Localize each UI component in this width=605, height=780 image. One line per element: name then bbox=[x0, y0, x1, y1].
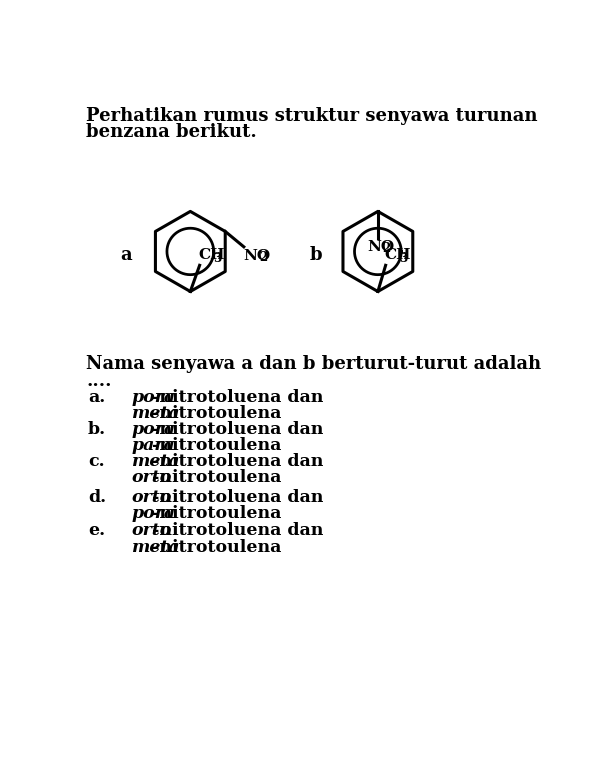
Text: -nitrotoluena dan: -nitrotoluena dan bbox=[152, 453, 323, 470]
Text: a.: a. bbox=[88, 388, 105, 406]
Text: b: b bbox=[309, 246, 322, 264]
Text: e.: e. bbox=[88, 523, 105, 540]
Text: d.: d. bbox=[88, 488, 106, 505]
Text: ....: .... bbox=[87, 372, 112, 390]
Text: NO: NO bbox=[243, 249, 270, 263]
Text: orto: orto bbox=[131, 488, 172, 505]
Text: orto: orto bbox=[131, 470, 172, 487]
Text: Perhatikan rumus struktur senyawa turunan: Perhatikan rumus struktur senyawa turuna… bbox=[87, 108, 538, 126]
Text: meta: meta bbox=[131, 453, 180, 470]
Text: Nama senyawa a dan b berturut-turut adalah: Nama senyawa a dan b berturut-turut adal… bbox=[87, 356, 541, 374]
Text: b.: b. bbox=[88, 421, 106, 438]
Text: 3: 3 bbox=[399, 251, 408, 264]
Text: CH: CH bbox=[199, 248, 225, 262]
Text: 2: 2 bbox=[382, 243, 391, 255]
Text: -nitrotoluena dan: -nitrotoluena dan bbox=[152, 388, 323, 406]
Text: -nitrotoulena: -nitrotoulena bbox=[152, 405, 281, 422]
Text: pora: pora bbox=[131, 421, 175, 438]
Text: -nitrotoluena dan: -nitrotoluena dan bbox=[152, 488, 323, 505]
Text: CH: CH bbox=[385, 248, 411, 262]
Text: 2: 2 bbox=[260, 251, 267, 264]
Text: -nitrotoulena: -nitrotoulena bbox=[152, 470, 281, 487]
Text: benzana berikut.: benzana berikut. bbox=[87, 123, 257, 141]
Text: NO: NO bbox=[367, 240, 394, 254]
Text: orto: orto bbox=[131, 523, 172, 540]
Text: pora: pora bbox=[131, 505, 175, 522]
Text: a: a bbox=[120, 246, 131, 264]
Text: -nitrotoluena dan: -nitrotoluena dan bbox=[152, 421, 323, 438]
Text: meta: meta bbox=[131, 405, 180, 422]
Text: -nitrotoulena: -nitrotoulena bbox=[152, 539, 281, 555]
Text: para: para bbox=[131, 437, 175, 454]
Text: -nitrotoulena: -nitrotoulena bbox=[152, 505, 281, 522]
Text: -nitrotoluena dan: -nitrotoluena dan bbox=[152, 523, 323, 540]
Text: meta: meta bbox=[131, 539, 180, 555]
Text: c.: c. bbox=[88, 453, 105, 470]
Text: -nitrotoulena: -nitrotoulena bbox=[152, 437, 281, 454]
Text: 3: 3 bbox=[214, 251, 222, 264]
Text: pora: pora bbox=[131, 388, 175, 406]
